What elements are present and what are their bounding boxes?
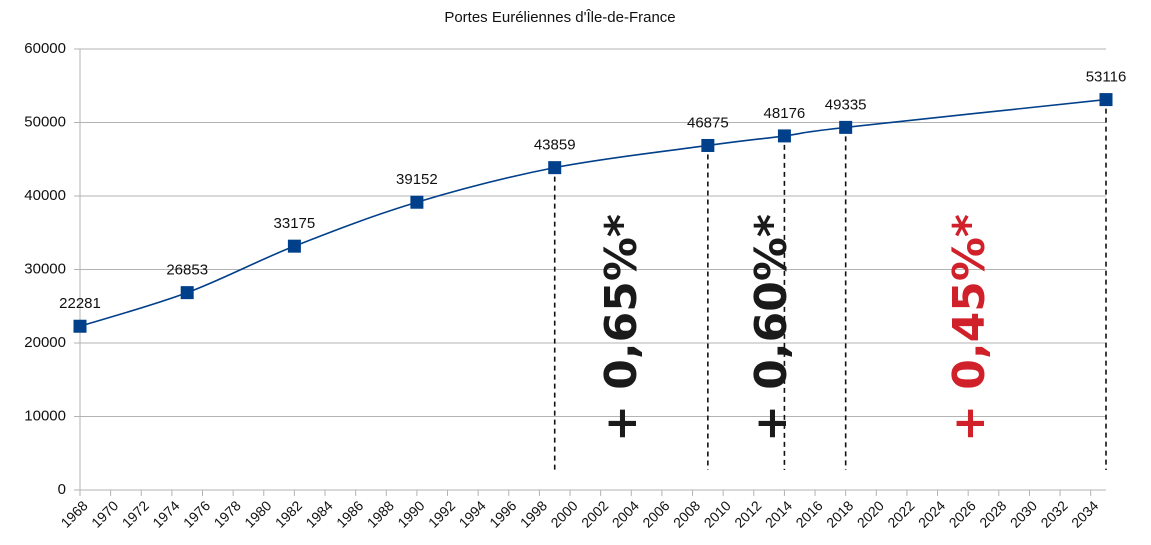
data-label: 49335 [825, 96, 867, 113]
x-tick-label: 1968 [57, 497, 90, 530]
y-tick-label: 30000 [24, 260, 66, 277]
marker [73, 319, 87, 333]
x-tick-label: 2030 [1007, 497, 1040, 530]
x-tick-label: 1992 [425, 497, 458, 530]
y-tick-label: 0 [58, 481, 66, 498]
x-tick-label: 1994 [456, 497, 489, 530]
x-tick-label: 1996 [486, 497, 519, 530]
x-tick-label: 1980 [241, 497, 274, 530]
x-tick-label: 2028 [976, 497, 1009, 530]
x-tick-label: 2022 [884, 497, 917, 530]
annotation: + 0,45%* [944, 214, 995, 442]
x-tick-label: 1976 [180, 497, 213, 530]
marker [410, 195, 424, 209]
x-tick-label: 2000 [547, 497, 580, 530]
y-tick-label: 40000 [24, 187, 66, 204]
x-tick-label: 2026 [946, 497, 979, 530]
data-label: 53116 [1086, 69, 1127, 86]
data-label: 26853 [166, 262, 208, 279]
y-tick-label: 50000 [24, 113, 66, 130]
x-tick-label: 2010 [701, 497, 734, 530]
x-tick-label: 2014 [762, 497, 795, 530]
x-tick-label: 1982 [272, 497, 305, 530]
marker [777, 129, 791, 143]
x-tick-label: 1984 [302, 497, 335, 530]
data-label: 33175 [274, 215, 316, 232]
x-tick-label: 2020 [854, 497, 887, 530]
x-tick-label: 2024 [915, 497, 948, 530]
marker [287, 239, 301, 253]
x-tick-label: 2032 [1037, 497, 1070, 530]
x-tick-label: 1974 [149, 497, 182, 530]
chart-title: Portes Euréliennes d'Île-de-France [444, 9, 675, 26]
data-label: 22281 [59, 295, 101, 312]
annotation: + 0,65%* [596, 214, 647, 442]
y-tick-label: 10000 [24, 407, 66, 424]
data-label: 46875 [687, 114, 729, 131]
x-tick-label: 2004 [609, 497, 642, 530]
marker [548, 161, 562, 175]
y-tick-label: 20000 [24, 334, 66, 351]
data-label: 39152 [396, 171, 438, 188]
y-tick-label: 60000 [24, 40, 66, 57]
marker [1099, 93, 1113, 107]
x-tick-label: 2012 [731, 497, 764, 530]
x-tick-label: 2018 [823, 497, 856, 530]
data-label: 48176 [764, 105, 806, 122]
x-tick-label: 2002 [578, 497, 611, 530]
x-tick-label: 1988 [364, 497, 397, 530]
x-tick-label: 2008 [670, 497, 703, 530]
x-tick-label: 1970 [88, 497, 121, 530]
x-tick-label: 2006 [639, 497, 672, 530]
marker [701, 138, 715, 152]
data-label: 43859 [534, 137, 576, 154]
x-tick-label: 1998 [517, 497, 550, 530]
x-tick-label: 2034 [1068, 497, 1101, 530]
x-tick-label: 1978 [211, 497, 244, 530]
annotation: + 0,60%* [746, 214, 797, 442]
x-tick-label: 1990 [394, 497, 427, 530]
x-tick-label: 2016 [792, 497, 825, 530]
x-tick-label: 1986 [333, 497, 366, 530]
marker [839, 120, 853, 134]
marker [180, 286, 194, 300]
x-tick-label: 1972 [119, 497, 152, 530]
